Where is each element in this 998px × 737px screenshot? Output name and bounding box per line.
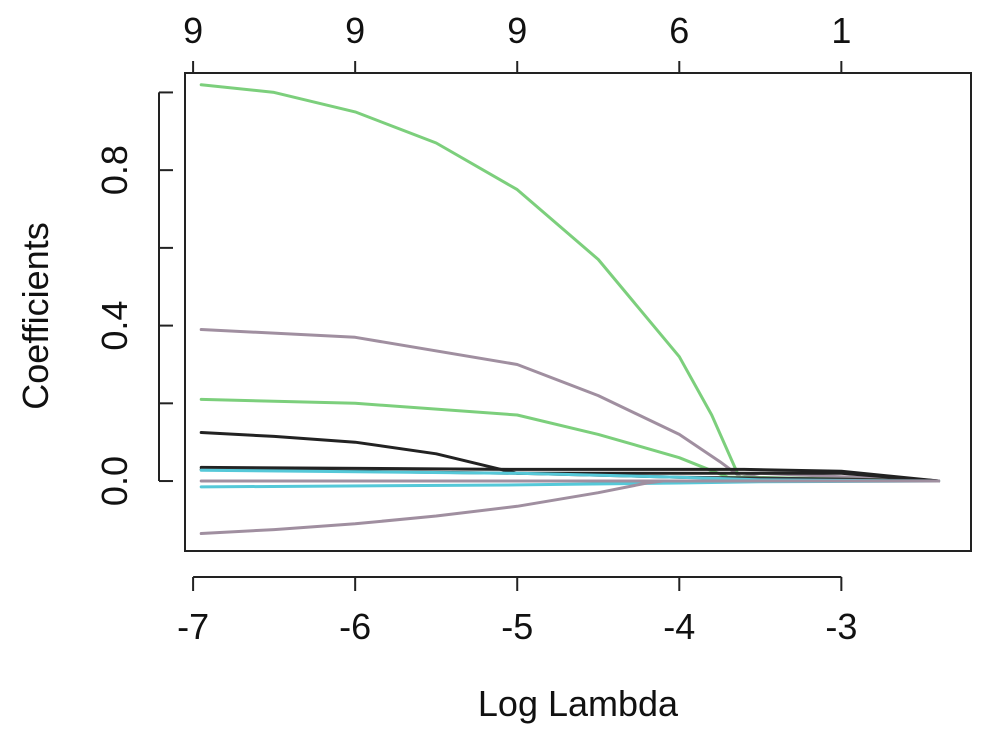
top-tick-label: 1 (831, 10, 851, 51)
top-tick-label: 9 (183, 10, 203, 51)
axes: -7 -6 -5 -4 -3 9 9 9 6 1 0.0 0.4 0.8 (94, 10, 857, 647)
top-tick-label: 9 (345, 10, 365, 51)
x-tick-label: -7 (177, 606, 209, 647)
coefficient-path-5 (199, 465, 941, 483)
coefficient-paths (199, 83, 941, 535)
coefficient-path-1 (199, 83, 941, 483)
y-tick-label: 0.0 (94, 456, 135, 506)
x-tick-label: -3 (825, 606, 857, 647)
y-tick-label: 0.8 (94, 145, 135, 195)
x-axis-title: Log Lambda (478, 683, 679, 724)
y-axis-title: Coefficients (15, 222, 56, 409)
coefficient-path-10 (199, 479, 941, 535)
x-tick-label: -5 (501, 606, 533, 647)
y-tick-label: 0.4 (94, 301, 135, 351)
x-tick-label: -6 (339, 606, 371, 647)
top-tick-label: 6 (669, 10, 689, 51)
top-tick-label: 9 (507, 10, 527, 51)
x-tick-label: -4 (663, 606, 695, 647)
